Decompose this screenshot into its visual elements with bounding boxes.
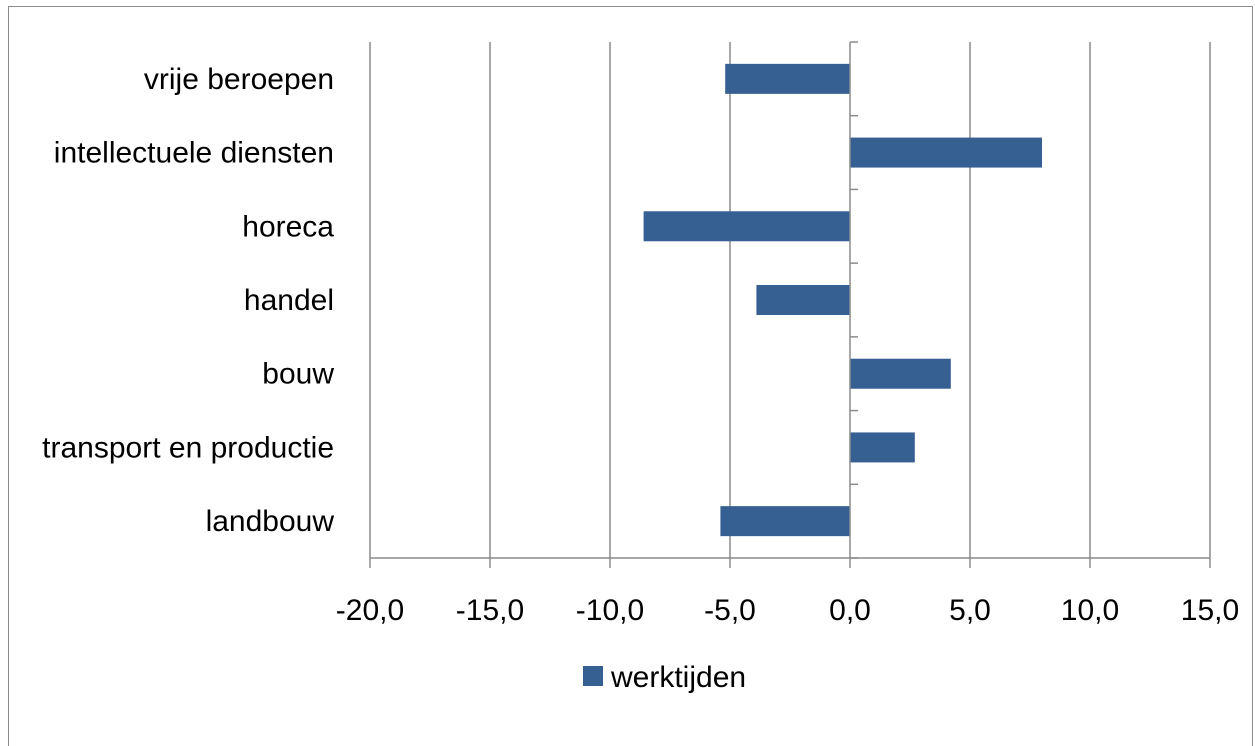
legend-label: werktijden <box>610 661 746 694</box>
bar-handel <box>756 285 850 315</box>
category-label: transport en productie <box>42 431 334 464</box>
x-tick-label: -10,0 <box>576 594 644 627</box>
x-tick-label: -5,0 <box>704 594 756 627</box>
bar-transport-en-productie <box>850 432 915 463</box>
axes <box>369 41 1211 568</box>
bar-bouw <box>850 358 951 389</box>
x-tick-label: -15,0 <box>456 594 524 627</box>
category-label: intellectuele diensten <box>54 137 334 170</box>
bar-horeca <box>643 211 850 242</box>
legend-swatch <box>583 666 603 686</box>
bar-vrije-beroepen <box>725 63 850 94</box>
x-tick-label: 5,0 <box>949 594 991 627</box>
category-label: handel <box>244 284 334 317</box>
category-labels: landbouw transport en productie bouw handel… <box>42 63 334 538</box>
x-tick-labels: -20,0 -15,0 -10,0 -5,0 0,0 5,0 10,0 15,0 <box>336 594 1239 627</box>
gridlines <box>369 42 1211 558</box>
category-label: horeca <box>242 210 334 243</box>
bar-landbouw <box>720 506 850 537</box>
category-label: vrije beroepen <box>144 63 334 96</box>
bar-chart: landbouw transport en productie bouw handel… <box>42 41 1239 694</box>
x-tick-label: -20,0 <box>336 594 404 627</box>
x-tick-label: 15,0 <box>1181 594 1239 627</box>
bars <box>643 63 1042 537</box>
category-label: landbouw <box>206 505 335 538</box>
x-tick-label: 0,0 <box>829 594 871 627</box>
chart-frame <box>8 6 1253 746</box>
x-tick-label: 10,0 <box>1061 594 1119 627</box>
category-label: bouw <box>262 358 334 391</box>
bar-intellectuele-diensten <box>850 137 1042 168</box>
legend: werktijden <box>583 661 746 694</box>
